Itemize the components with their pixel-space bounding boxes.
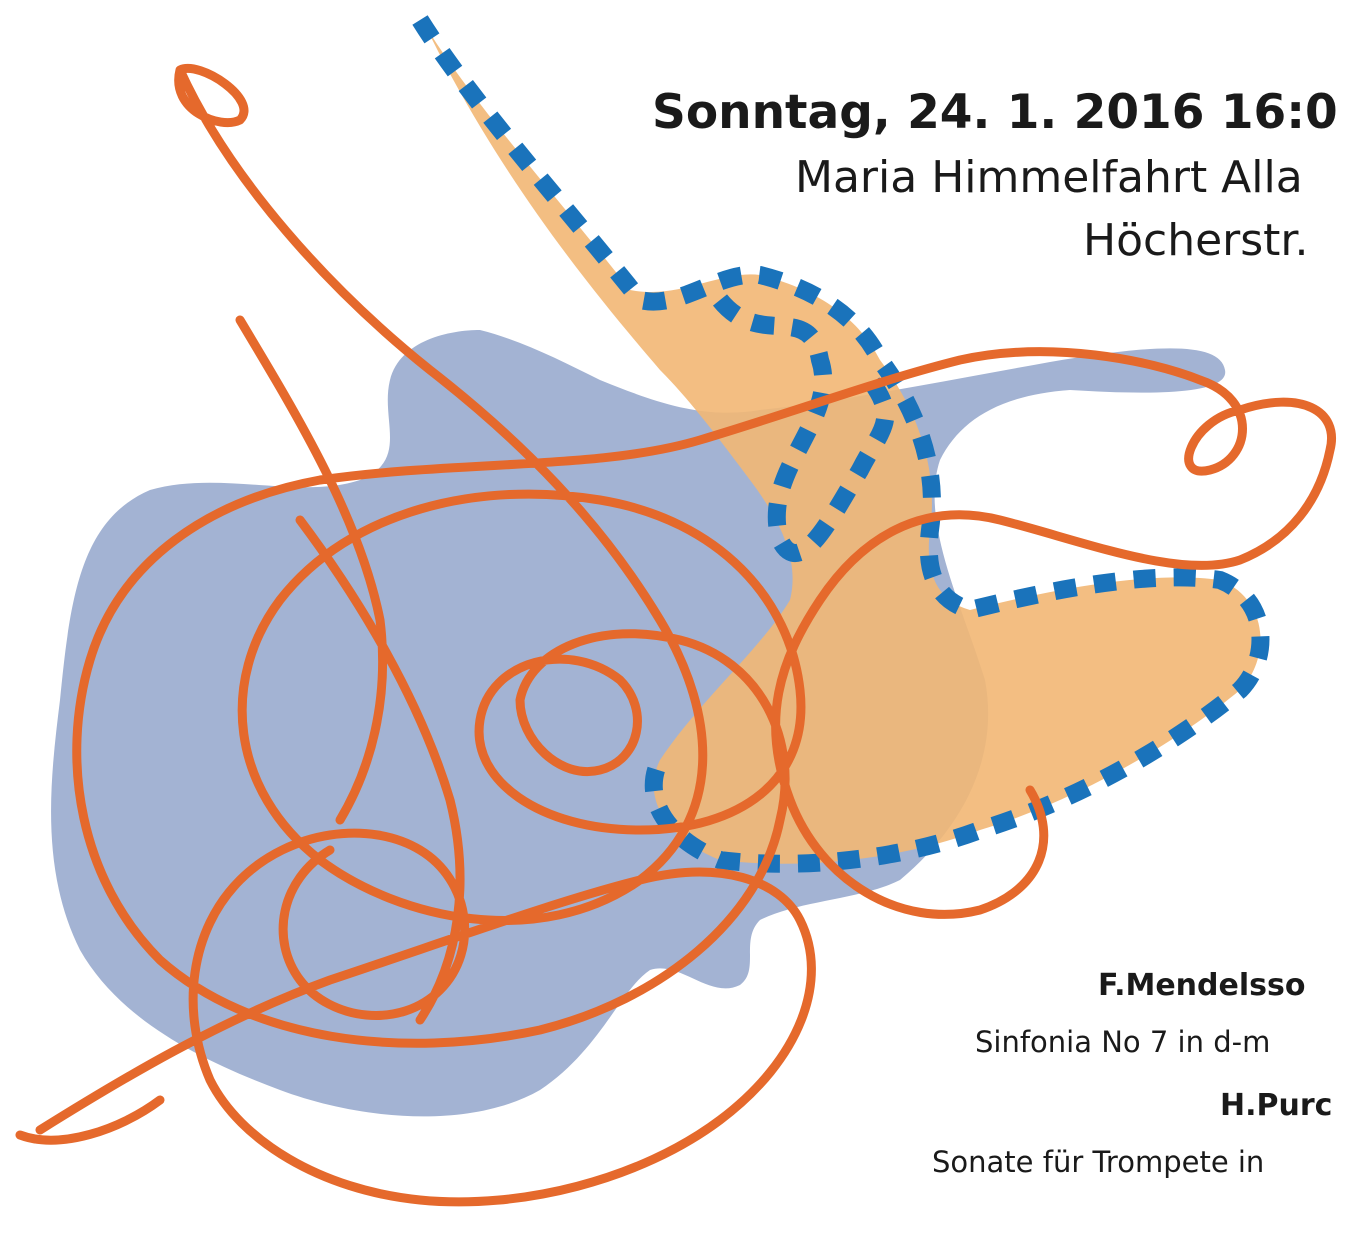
composer: F.Mendelsso xyxy=(1098,968,1305,1003)
work: Sinfonia No 7 in d-m xyxy=(975,1025,1270,1059)
event-date: Sonntag, 24. 1. 2016 16:0 xyxy=(652,85,1338,140)
poster-artwork: Sonntag, 24. 1. 2016 16:0 Maria Himmelfa… xyxy=(0,0,1348,1236)
page: {"poster": { "date": "Sonntag, 24. 1. 20… xyxy=(0,0,1348,1236)
composer: H.Purc xyxy=(1220,1088,1332,1123)
work: Sonate für Trompete in xyxy=(932,1145,1264,1179)
street: Höcherstr. xyxy=(1083,215,1308,266)
venue: Maria Himmelfahrt Alla xyxy=(795,152,1303,203)
